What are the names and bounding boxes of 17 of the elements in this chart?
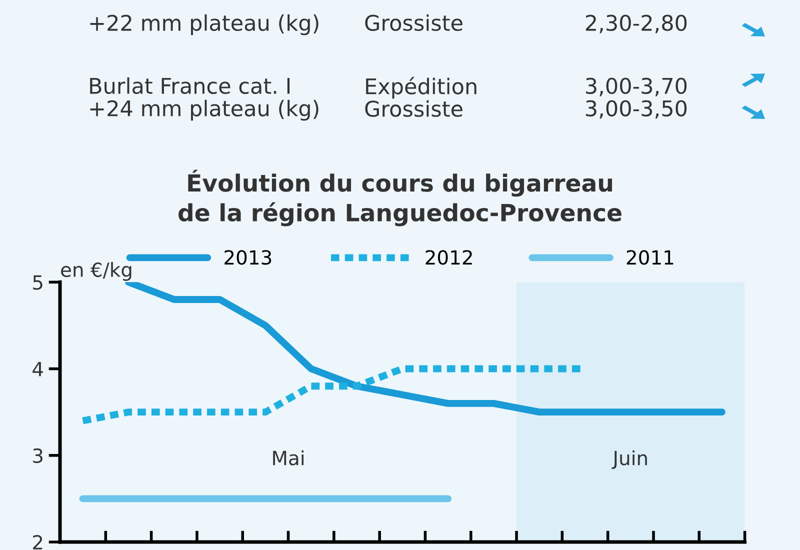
text: Burlat France cat. I +24 mm plateau (kg)	[90, 77, 318, 121]
legend-label: 2011	[626, 250, 674, 265]
annotation: Mai	[273, 450, 304, 466]
text: Expédition Grossiste	[365, 76, 476, 117]
y-tick-label: 3	[33, 448, 42, 464]
annotation: Juin	[612, 450, 647, 469]
text: 2,30-2,80	[586, 14, 687, 34]
text: 3,00-3,70 3,00-3,50	[586, 78, 687, 119]
y-tick-label: 4	[32, 362, 43, 376]
legend-label: 2013	[224, 250, 272, 265]
y-tick-label: 2	[33, 534, 42, 550]
text: +22 mm plateau (kg)	[90, 14, 318, 36]
chart-title: Évolution du cours du bigarreau de la région Languedoc-Provence	[178, 170, 622, 226]
y-tick-label: 5	[33, 275, 42, 290]
legend-label: 2012	[426, 250, 472, 265]
y-axis-title: en €/kg	[61, 262, 132, 281]
text: Grossiste	[365, 14, 462, 31]
